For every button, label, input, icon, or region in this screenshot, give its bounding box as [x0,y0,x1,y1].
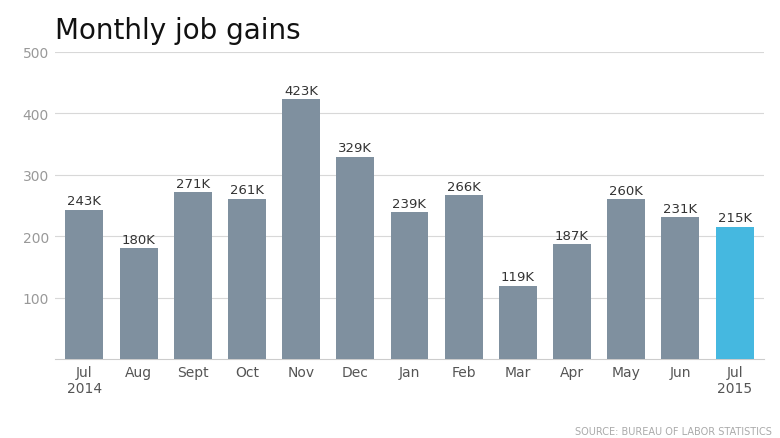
Text: SOURCE: BUREAU OF LABOR STATISTICS: SOURCE: BUREAU OF LABOR STATISTICS [576,426,772,436]
Text: 187K: 187K [555,229,589,242]
Text: 215K: 215K [718,212,752,225]
Text: 423K: 423K [284,85,318,97]
Bar [608,200,645,359]
Text: 231K: 231K [663,202,697,215]
Bar [66,210,104,359]
Bar [119,249,158,359]
Bar [661,218,700,359]
Bar [228,199,266,359]
Bar [553,244,591,359]
Text: Monthly job gains: Monthly job gains [55,17,300,45]
Bar [391,212,428,359]
Text: 180K: 180K [122,233,155,246]
Text: 119K: 119K [501,271,535,284]
Text: 329K: 329K [339,142,372,155]
Text: 271K: 271K [176,177,210,191]
Text: 260K: 260K [609,184,644,197]
Bar [336,157,374,359]
Bar [282,100,320,359]
Bar [445,196,483,359]
Bar [499,286,537,359]
Text: 243K: 243K [67,195,101,208]
Bar [174,193,211,359]
Bar [715,227,753,359]
Text: 266K: 266K [447,180,480,194]
Text: 261K: 261K [230,184,264,197]
Text: 239K: 239K [392,197,427,210]
